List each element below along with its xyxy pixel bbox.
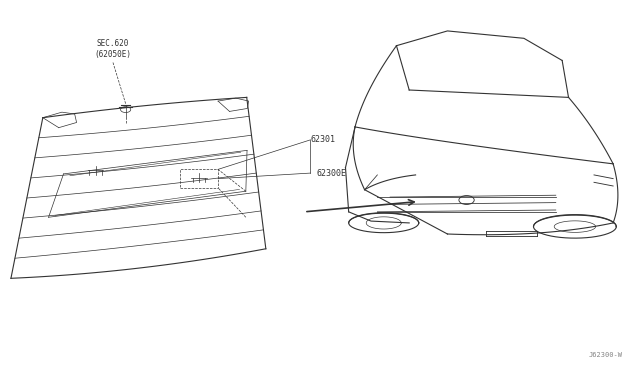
- Text: 62300E: 62300E: [317, 169, 347, 177]
- Text: J62300-W: J62300-W: [589, 352, 623, 358]
- Text: 62301: 62301: [310, 135, 335, 144]
- Text: SEC.620
(62050E): SEC.620 (62050E): [95, 39, 131, 59]
